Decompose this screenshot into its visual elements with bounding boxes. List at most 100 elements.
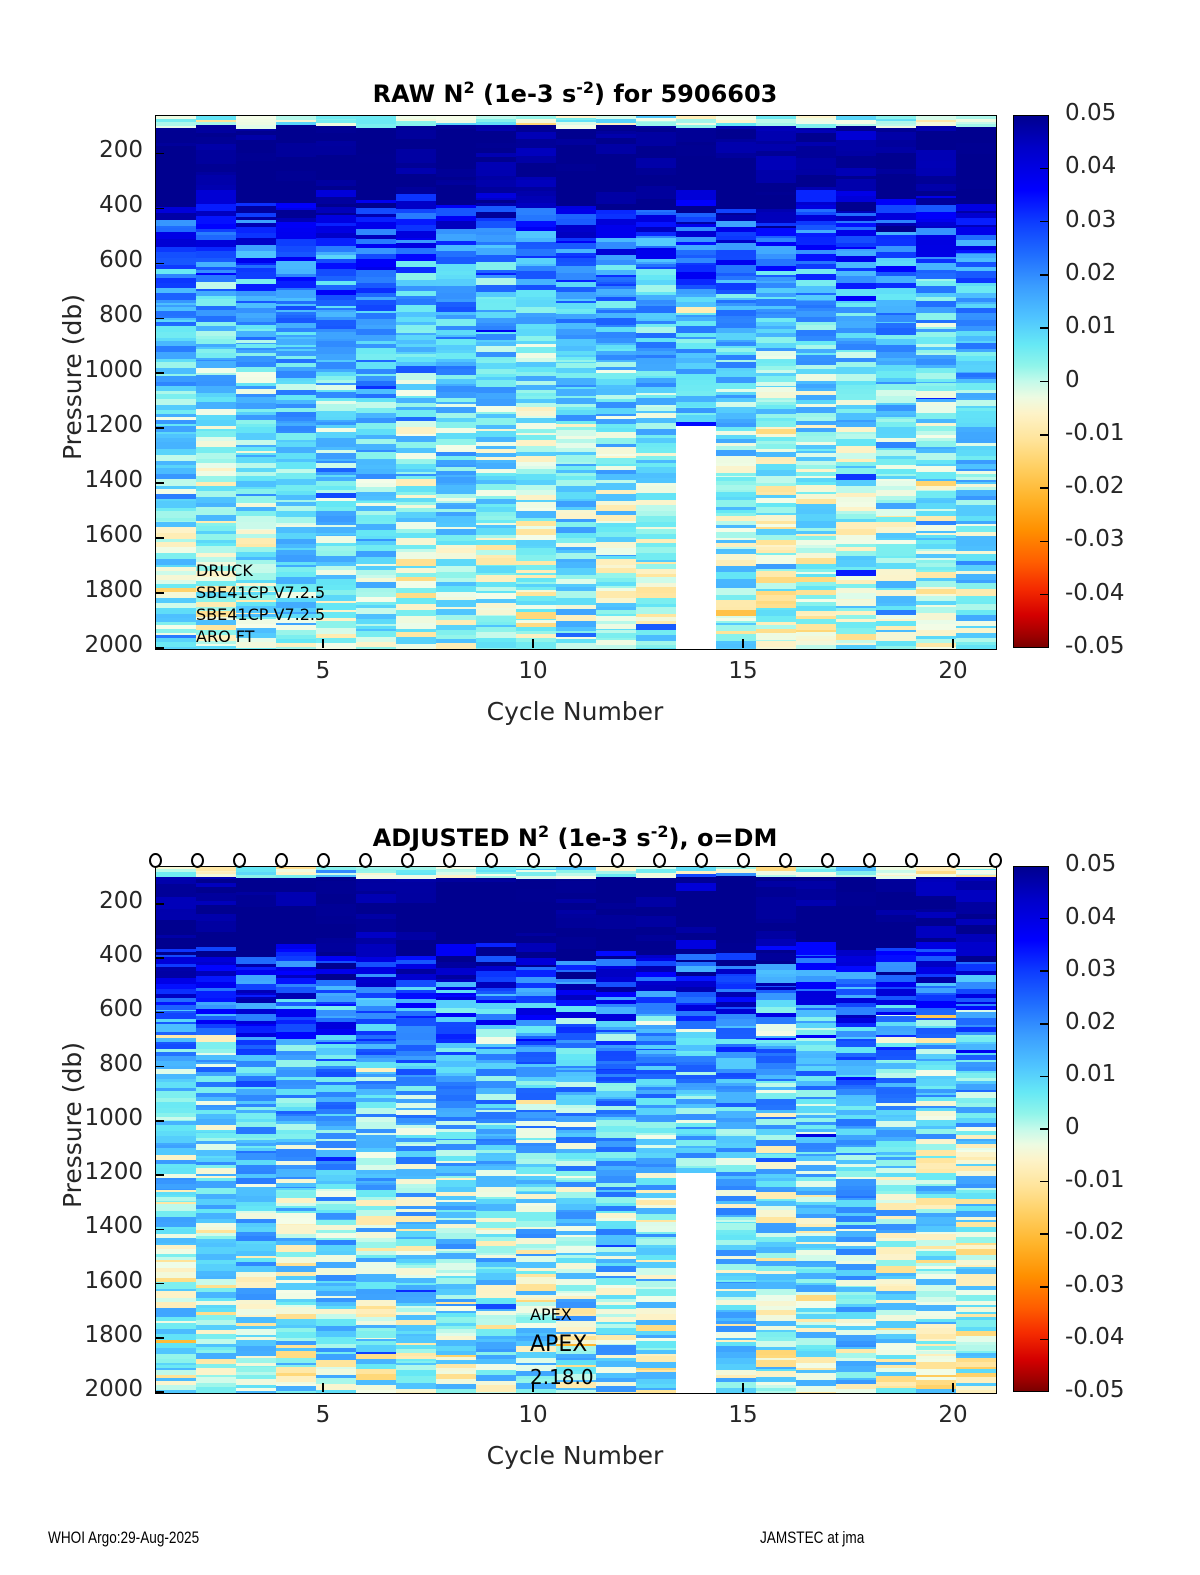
- heatmap-stripe: [356, 153, 397, 164]
- heatmap-stripe: [156, 1155, 197, 1161]
- heatmap-stripe: [836, 404, 877, 410]
- heatmap-stripe: [196, 965, 237, 972]
- heatmap-stripe: [236, 895, 277, 908]
- heatmap-stripe: [596, 523, 637, 528]
- heatmap-stripe: [435, 559, 477, 567]
- heatmap-stripe: [396, 583, 437, 589]
- heatmap-stripe: [356, 1199, 397, 1207]
- heatmap-stripe: [396, 469, 437, 473]
- heatmap-stripe: [836, 1334, 877, 1342]
- heatmap-stripe: [396, 1376, 437, 1383]
- adjusted-heatmap-axes[interactable]: [155, 866, 997, 1394]
- heatmap-stripe: [556, 322, 597, 330]
- heatmap-stripe: [356, 458, 397, 466]
- heatmap-stripe: [756, 1089, 797, 1094]
- heatmap-stripe: [596, 1192, 637, 1198]
- heatmap-stripe: [196, 1113, 237, 1120]
- heatmap-stripe: [756, 1370, 797, 1374]
- heatmap-stripe: [356, 1341, 397, 1346]
- heatmap-stripe: [316, 1035, 357, 1040]
- heatmap-stripe: [476, 881, 517, 893]
- heatmap-stripe: [916, 257, 957, 260]
- heatmap-stripe: [596, 945, 637, 952]
- heatmap-stripe: [276, 210, 317, 218]
- heatmap-stripe: [636, 620, 677, 625]
- heatmap-stripe: [435, 974, 477, 979]
- heatmap-stripe: [396, 152, 437, 164]
- heatmap-stripe: [636, 1200, 677, 1206]
- heatmap-stripe: [836, 306, 877, 314]
- heatmap-stripe: [435, 1047, 477, 1053]
- heatmap-stripe: [836, 267, 877, 272]
- heatmap-stripe: [796, 1250, 837, 1256]
- heatmap-stripe: [916, 1226, 957, 1232]
- heatmap-stripe: [756, 326, 797, 330]
- raw-title-exponent: 2: [463, 78, 475, 97]
- heatmap-stripe: [796, 602, 837, 607]
- heatmap-stripe: [356, 376, 397, 382]
- heatmap-stripe: [196, 607, 237, 612]
- heatmap-stripe: [556, 218, 597, 226]
- heatmap-stripe: [636, 553, 677, 561]
- heatmap-stripe: [435, 930, 477, 945]
- heatmap-stripe: [676, 230, 717, 238]
- heatmap-stripe: [476, 1154, 517, 1161]
- heatmap-stripe: [396, 986, 437, 991]
- heatmap-stripe: [356, 1267, 397, 1275]
- heatmap-stripe: [156, 507, 197, 512]
- heatmap-stripe: [756, 641, 797, 648]
- heatmap-stripe: [636, 640, 677, 645]
- heatmap-stripe: [676, 206, 717, 214]
- heatmap-stripe: [796, 1085, 837, 1091]
- heatmap-stripe: [236, 486, 277, 490]
- heatmap-stripe: [156, 465, 197, 469]
- heatmap-stripe: [836, 1248, 877, 1256]
- heatmap-stripe: [156, 1019, 197, 1023]
- heatmap-stripe: [876, 618, 917, 622]
- heatmap-stripe: [356, 247, 397, 254]
- heatmap-stripe: [435, 1034, 477, 1040]
- heatmap-stripe: [276, 1182, 317, 1187]
- raw-heatmap-axes[interactable]: [155, 115, 997, 650]
- heatmap-stripe: [276, 517, 317, 524]
- heatmap-stripe: [956, 873, 996, 876]
- heatmap-stripe: [196, 920, 237, 933]
- heatmap-stripe: [435, 123, 477, 126]
- heatmap-stripe: [756, 1139, 797, 1147]
- heatmap-stripe: [316, 1330, 357, 1338]
- heatmap-stripe: [916, 1025, 957, 1028]
- heatmap-stripe: [956, 356, 996, 362]
- heatmap-stripe: [836, 432, 877, 435]
- heatmap-stripe: [636, 1157, 677, 1165]
- heatmap-stripe: [276, 956, 317, 962]
- heatmap-stripe: [476, 891, 517, 901]
- heatmap-stripe: [356, 203, 397, 209]
- heatmap-stripe: [276, 1198, 317, 1204]
- heatmap-stripe: [316, 331, 357, 340]
- heatmap-stripe: [516, 868, 557, 871]
- heatmap-stripe: [676, 326, 717, 329]
- heatmap-stripe: [316, 1230, 357, 1234]
- heatmap-column: [476, 116, 517, 649]
- heatmap-stripe: [356, 180, 397, 189]
- heatmap-stripe: [435, 1378, 477, 1385]
- heatmap-stripe: [556, 574, 597, 580]
- heatmap-stripe: [156, 311, 197, 317]
- heatmap-stripe: [356, 962, 397, 968]
- heatmap-stripe: [316, 362, 357, 370]
- heatmap-stripe: [556, 937, 597, 950]
- heatmap-stripe: [236, 251, 277, 259]
- heatmap-stripe: [356, 918, 397, 933]
- heatmap-stripe: [756, 246, 797, 255]
- heatmap-stripe: [596, 1302, 637, 1306]
- heatmap-stripe: [956, 919, 996, 926]
- heatmap-stripe: [596, 628, 637, 631]
- heatmap-stripe: [756, 342, 797, 348]
- heatmap-stripe: [236, 564, 277, 570]
- heatmap-stripe: [476, 1133, 517, 1137]
- dm-marker-icon: [358, 853, 372, 868]
- heatmap-stripe: [796, 531, 837, 535]
- heatmap-stripe: [156, 1390, 197, 1393]
- heatmap-stripe: [715, 1388, 757, 1393]
- heatmap-stripe: [196, 1325, 237, 1331]
